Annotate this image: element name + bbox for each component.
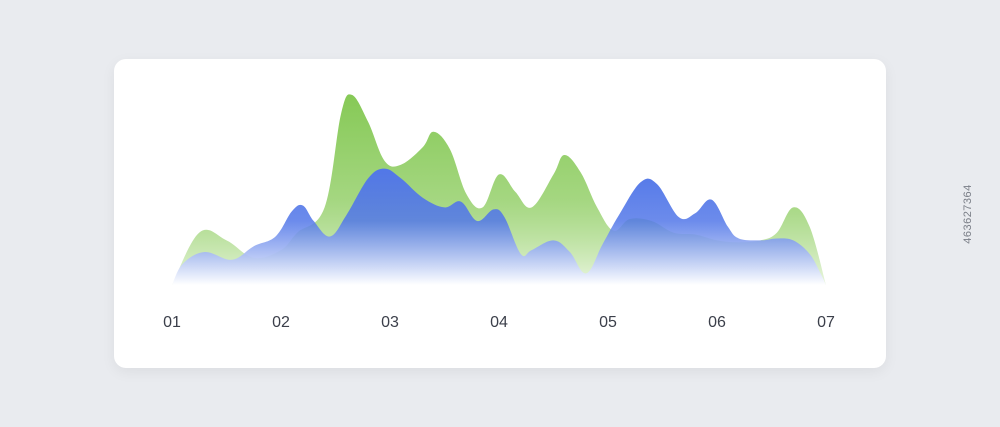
x-tick-label: 03 — [381, 314, 399, 331]
x-tick-label: 01 — [163, 314, 181, 331]
side-code: 463627364 — [962, 183, 975, 244]
x-tick-label: 04 — [490, 314, 508, 331]
x-tick-label: 07 — [817, 314, 835, 331]
x-tick-label: 02 — [272, 314, 290, 331]
x-tick-label: 05 — [599, 314, 617, 331]
area-chart: 01 02 03 04 05 06 07 — [163, 94, 835, 331]
series-area-2 — [172, 168, 826, 285]
side-code-strip: 463627364 — [962, 0, 1000, 427]
x-tick-label: 06 — [708, 314, 726, 331]
chart-card: 01 02 03 04 05 06 07 — [114, 59, 886, 368]
